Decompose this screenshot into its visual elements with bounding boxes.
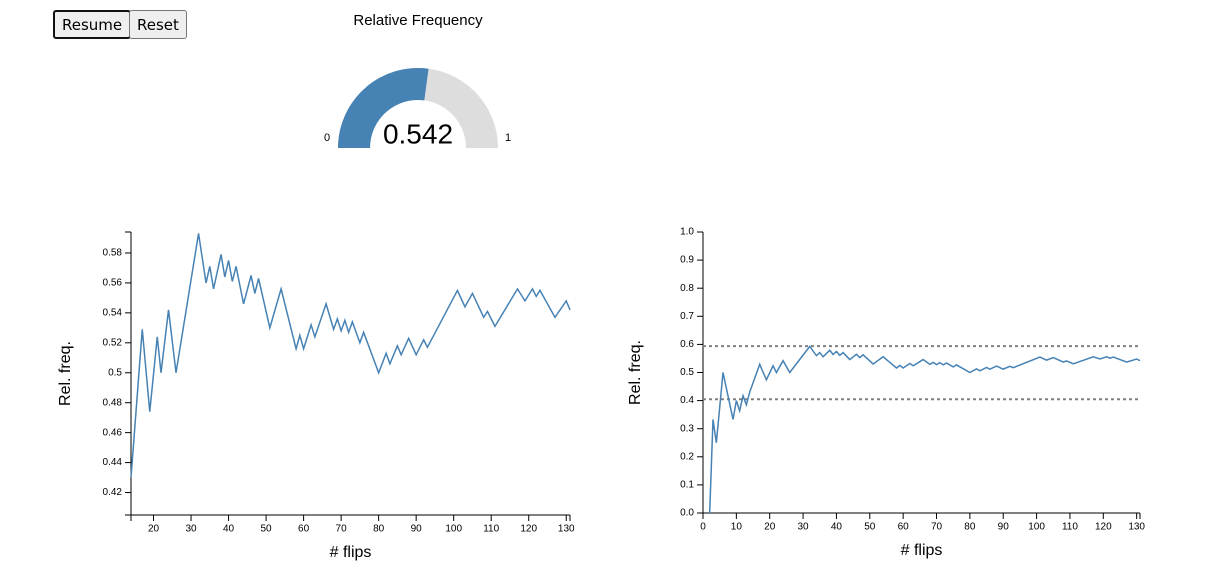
gauge-min: 0 [324,132,330,144]
data-line [708,345,1141,514]
y-tick-label: 0.56 [103,278,123,289]
x-tick-label: 50 [864,522,876,533]
reset-button[interactable]: Reset [129,10,187,39]
x-tick-label: 30 [798,522,810,533]
y-tick-label: 0.7 [680,311,694,322]
gauge-max: 1 [505,132,511,144]
y-tick-label: 0.48 [103,397,123,408]
y-tick-label: 0.5 [108,367,122,378]
x-tick-label: 50 [261,524,273,535]
x-tick-label: 100 [445,524,462,535]
y-tick-label: 0.42 [103,487,123,498]
y-tick-label: 0.4 [680,395,694,406]
y-tick-label: 0.9 [680,255,694,266]
y-tick-label: 0.2 [680,451,694,462]
y-tick-label: 0.54 [103,307,123,318]
y-tick-label: 0.1 [680,480,694,491]
x-tick-label: 30 [185,524,197,535]
x-axis-label: # flips [330,544,372,561]
y-axis-label: Rel. freq. [57,341,74,406]
y-tick-label: 0.6 [680,339,694,350]
x-tick-label: 10 [731,522,743,533]
x-tick-label: 90 [998,522,1010,533]
y-tick-label: 0.46 [103,427,123,438]
y-tick-label: 0.0 [680,508,694,519]
y-tick-label: 0.3 [680,423,694,434]
x-tick-label: 120 [1095,522,1112,533]
x-tick-label: 20 [764,522,776,533]
y-tick-label: 0.5 [680,367,694,378]
y-axis-label: Rel. freq. [627,340,644,405]
x-tick-label: 80 [373,524,385,535]
x-tick-label: 100 [1028,522,1045,533]
x-tick-label: 40 [223,524,235,535]
x-tick-label: 130 [1128,522,1145,533]
data-line [130,233,571,478]
gauge-value: 0.542 [383,118,453,149]
x-tick-label: 40 [831,522,843,533]
gauge-value-arc [338,68,429,148]
resume-button[interactable]: Resume [53,10,132,39]
x-tick-label: 0 [700,522,706,533]
x-axis-label: # flips [901,542,943,559]
y-tick-label: 0.58 [103,248,123,259]
x-tick-label: 110 [1062,522,1078,533]
y-tick-label: 1.0 [680,227,694,238]
x-tick-label: 120 [520,524,537,535]
y-tick-label: 0.8 [680,283,694,294]
y-tick-label: 0.52 [103,337,123,348]
gauge-title: Relative Frequency [353,12,483,29]
x-tick-label: 80 [964,522,976,533]
x-tick-label: 70 [336,524,348,535]
x-tick-label: 130 [558,524,575,535]
y-tick-label: 0.44 [103,457,123,468]
x-tick-label: 110 [483,524,499,535]
x-tick-label: 20 [148,524,160,535]
x-tick-label: 70 [931,522,943,533]
x-tick-label: 60 [298,524,310,535]
x-tick-label: 60 [898,522,910,533]
x-tick-label: 90 [411,524,423,535]
